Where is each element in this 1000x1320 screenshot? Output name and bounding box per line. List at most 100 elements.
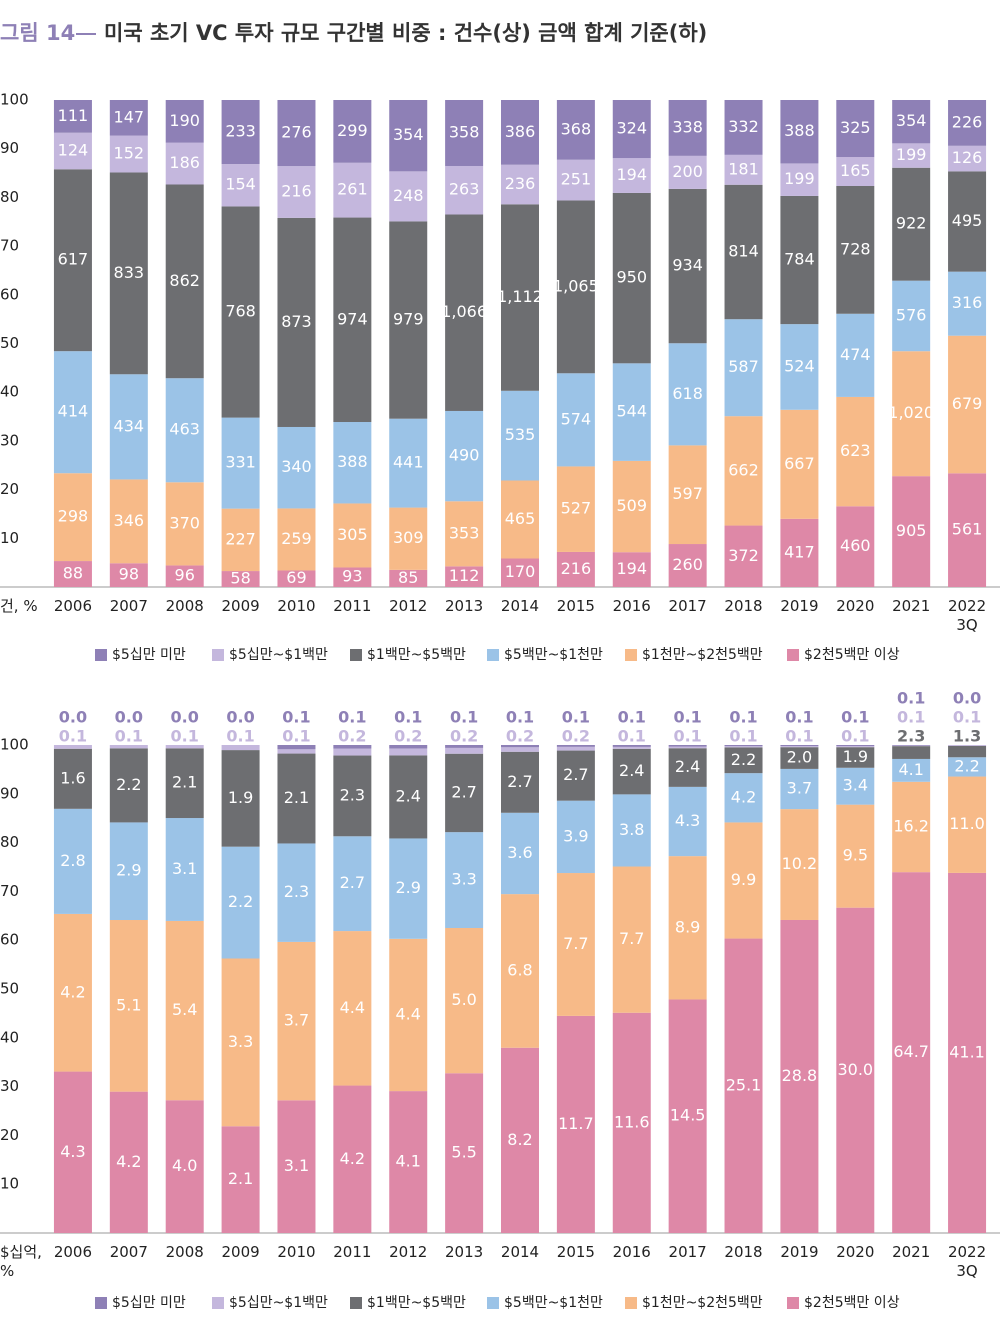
bar-segment bbox=[221, 571, 260, 587]
bar-segment bbox=[445, 410, 484, 502]
bar-segment bbox=[109, 479, 148, 564]
bar-segment bbox=[948, 745, 987, 746]
bar-segment bbox=[612, 460, 651, 553]
x-tick-label: 2016 bbox=[612, 1243, 651, 1261]
data-label: 905 bbox=[896, 521, 927, 540]
bar-segment bbox=[724, 745, 763, 747]
data-label: 679 bbox=[952, 394, 983, 413]
data-label: 0.2 bbox=[450, 727, 478, 746]
bar-segment bbox=[109, 563, 148, 587]
bar-segment bbox=[333, 931, 372, 1086]
bar-segment bbox=[668, 100, 707, 156]
data-label: 618 bbox=[672, 384, 703, 403]
x-tick-label: 2017 bbox=[668, 597, 707, 615]
data-label: 3.9 bbox=[563, 826, 588, 845]
data-label: 2.4 bbox=[396, 786, 421, 805]
bar-segment bbox=[780, 409, 819, 519]
data-label: 260 bbox=[672, 555, 703, 574]
bar-segment bbox=[501, 164, 539, 205]
bar-segment bbox=[556, 159, 595, 201]
legend-label: $1백만~$5백만 bbox=[367, 647, 466, 663]
y-tick-label: 40 bbox=[0, 1028, 19, 1046]
legend-label: $1천만~$2천5백만 bbox=[642, 1295, 763, 1311]
bar-segment bbox=[501, 812, 539, 895]
bar-segment bbox=[389, 938, 428, 1092]
data-label: 41.1 bbox=[949, 1042, 985, 1061]
x-tick-label: 2015 bbox=[556, 1243, 595, 1261]
bar-segment bbox=[389, 569, 428, 587]
bar-segment bbox=[277, 100, 316, 167]
data-label: 10.2 bbox=[782, 854, 818, 873]
bar-segment bbox=[780, 768, 819, 810]
data-label: 354 bbox=[896, 111, 927, 130]
data-label: 353 bbox=[449, 523, 480, 542]
y-tick-label: 90 bbox=[0, 784, 19, 802]
bar-segment bbox=[109, 100, 148, 136]
x-tick-label: 2022 3Q bbox=[947, 1243, 987, 1280]
legend-swatch bbox=[787, 649, 799, 661]
data-label: 0.0 bbox=[953, 689, 981, 708]
data-label: 325 bbox=[840, 118, 871, 137]
data-label: 0.1 bbox=[841, 727, 869, 746]
y-tick-label: 20 bbox=[0, 1126, 19, 1144]
y-tick-label: 30 bbox=[0, 431, 19, 449]
legend-label: $2천5백만 이상 bbox=[804, 1295, 900, 1311]
legend-label: $5십만 미만 bbox=[112, 647, 186, 663]
data-label: 154 bbox=[225, 175, 256, 194]
bar-segment bbox=[836, 804, 875, 908]
data-label: 2.2 bbox=[731, 750, 756, 769]
x-tick-label: 2010 bbox=[277, 597, 316, 615]
bar-segment bbox=[892, 745, 931, 747]
bar-segment bbox=[501, 480, 539, 559]
data-label: 199 bbox=[784, 169, 815, 188]
bar-segment bbox=[389, 748, 428, 756]
data-label: 463 bbox=[169, 420, 200, 439]
data-label: 922 bbox=[896, 214, 927, 233]
x-tick-label: 2020 bbox=[836, 597, 875, 615]
data-label: 96 bbox=[175, 566, 195, 585]
data-label: 8.2 bbox=[507, 1130, 532, 1149]
data-label: 0.1 bbox=[897, 689, 925, 708]
data-label: 331 bbox=[225, 453, 256, 472]
y-tick-label: 10 bbox=[0, 529, 19, 547]
data-label: 309 bbox=[393, 528, 424, 547]
legend-label: $1백만~$5백만 bbox=[367, 1295, 466, 1311]
bar-segment bbox=[277, 426, 316, 509]
legend-swatch bbox=[350, 649, 362, 661]
data-label: 662 bbox=[728, 460, 759, 479]
bar-segment bbox=[277, 745, 316, 750]
legend-swatch bbox=[212, 649, 224, 661]
bar-segment bbox=[892, 100, 931, 144]
data-label: 276 bbox=[281, 123, 312, 142]
data-label: 474 bbox=[840, 345, 871, 364]
data-label: 88 bbox=[63, 564, 83, 583]
bar-segment bbox=[109, 920, 148, 1092]
data-label: 194 bbox=[616, 165, 647, 184]
bar-segment bbox=[165, 482, 204, 566]
bar-segment bbox=[277, 508, 316, 571]
data-label: 1.6 bbox=[60, 768, 85, 787]
data-label: 934 bbox=[672, 256, 703, 275]
bar-segment bbox=[948, 745, 987, 758]
bar-segment bbox=[836, 157, 875, 186]
data-label: 535 bbox=[505, 425, 536, 444]
bar-segment bbox=[445, 566, 484, 587]
data-label: 85 bbox=[398, 568, 418, 587]
data-label: 784 bbox=[784, 250, 815, 269]
data-label: 11.6 bbox=[614, 1112, 650, 1131]
data-label: 358 bbox=[449, 122, 480, 141]
data-label: 0.1 bbox=[618, 708, 646, 727]
data-label: 2.8 bbox=[60, 851, 85, 870]
data-label: 2.4 bbox=[619, 761, 644, 780]
x-tick-label: 2008 bbox=[165, 1243, 204, 1261]
data-label: 2.3 bbox=[284, 882, 309, 901]
bar-segment bbox=[556, 466, 595, 552]
data-label: 1,112 bbox=[497, 287, 543, 306]
bar-segment bbox=[53, 748, 92, 809]
x-tick-label: 2018 bbox=[724, 597, 763, 615]
data-label: 0.1 bbox=[618, 727, 646, 746]
bar-segment bbox=[221, 745, 260, 751]
x-tick-label: 2018 bbox=[724, 1243, 763, 1261]
bar-segment bbox=[724, 100, 763, 155]
data-label: 0.1 bbox=[506, 708, 534, 727]
